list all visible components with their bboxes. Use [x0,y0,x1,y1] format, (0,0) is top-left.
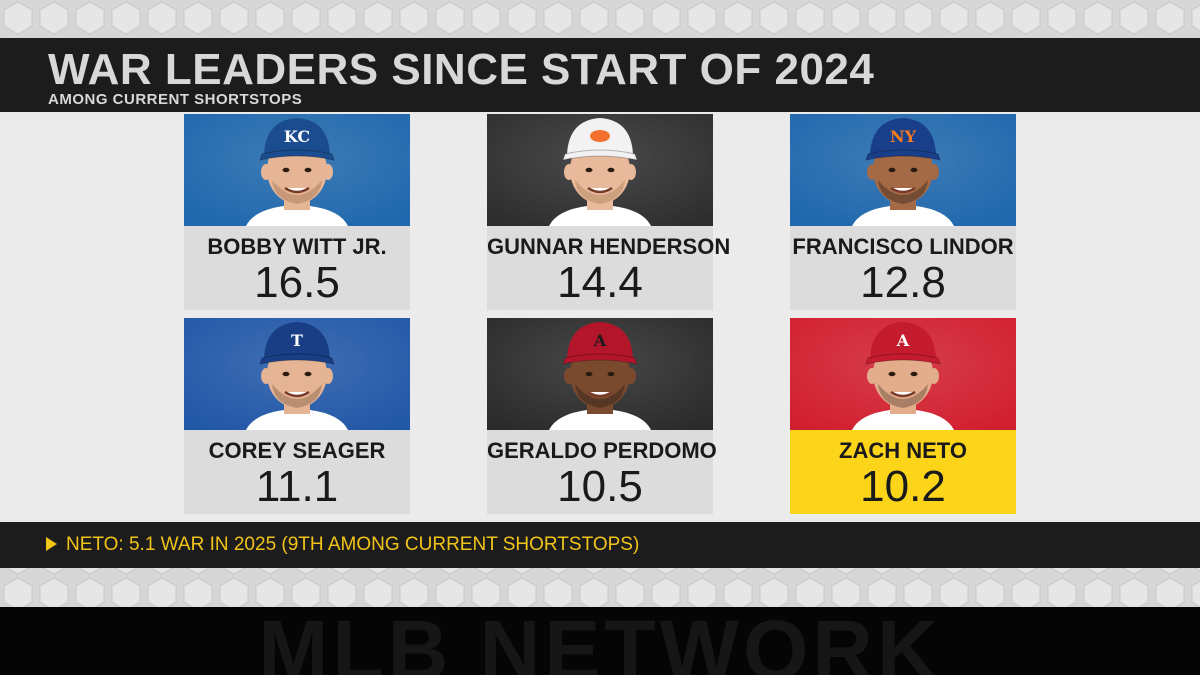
player-war-value: 11.1 [255,462,339,511]
player-headshot [487,114,713,226]
page-subtitle: AMONG CURRENT SHORTSTOPS [48,91,303,108]
svg-text:NY: NY [890,127,917,146]
player-card: A ZACH NETO 10.2 [790,318,1016,514]
svg-text:MLB NETWORK: MLB NETWORK [258,607,941,675]
page-title: WAR LEADERS SINCE START OF 2024 [48,45,875,94]
player-headshot: KC [184,114,410,226]
player-headshot: A [790,318,1016,430]
player-card: NY FRANCISCO LINDOR 12.8 [790,114,1016,310]
player-nameplate: COREY SEAGER 11.1 [184,430,410,514]
player-war-value: 16.5 [254,258,340,307]
player-card: GUNNAR HENDERSON 14.4 [487,114,731,310]
player-war-value: 10.5 [557,462,643,511]
player-name: GUNNAR HENDERSON [487,234,731,259]
network-watermark: MLB NETWORK [258,607,941,675]
player-nameplate: FRANCISCO LINDOR 12.8 [790,226,1016,310]
player-name: FRANCISCO LINDOR [792,234,1014,259]
player-nameplate: ZACH NETO 10.2 [790,430,1016,514]
player-headshot: A [487,318,713,430]
player-war-value: 10.2 [860,462,946,511]
svg-text:T: T [291,331,303,350]
player-card: A GERALDO PERDOMO 10.5 [487,318,717,514]
player-name: ZACH NETO [839,438,967,463]
player-war-value: 12.8 [860,258,946,307]
player-war-value: 14.4 [557,258,643,307]
player-nameplate: BOBBY WITT JR. 16.5 [184,226,410,310]
player-headshot: T [184,318,410,430]
player-card: T COREY SEAGER 11.1 [184,318,410,514]
player-headshot: NY [790,114,1016,226]
play-arrow-icon [46,537,57,551]
footer-note: NETO: 5.1 WAR IN 2025 (9TH AMONG CURRENT… [66,534,640,555]
svg-text:A: A [593,331,607,350]
network-band: MLB NETWORK [0,607,1200,675]
footer-bar: NETO: 5.1 WAR IN 2025 (9TH AMONG CURRENT… [0,522,1200,568]
player-nameplate: GERALDO PERDOMO 10.5 [487,430,717,514]
player-name: COREY SEAGER [208,438,386,463]
svg-text:A: A [896,331,910,350]
player-nameplate: GUNNAR HENDERSON 14.4 [487,226,731,310]
svg-text:KC: KC [284,127,310,146]
player-name: GERALDO PERDOMO [487,438,717,463]
player-card: KC BOBBY WITT JR. 16.5 [184,114,410,310]
header-bar: WAR LEADERS SINCE START OF 2024 AMONG CU… [0,38,1200,112]
player-name: BOBBY WITT JR. [207,234,387,259]
